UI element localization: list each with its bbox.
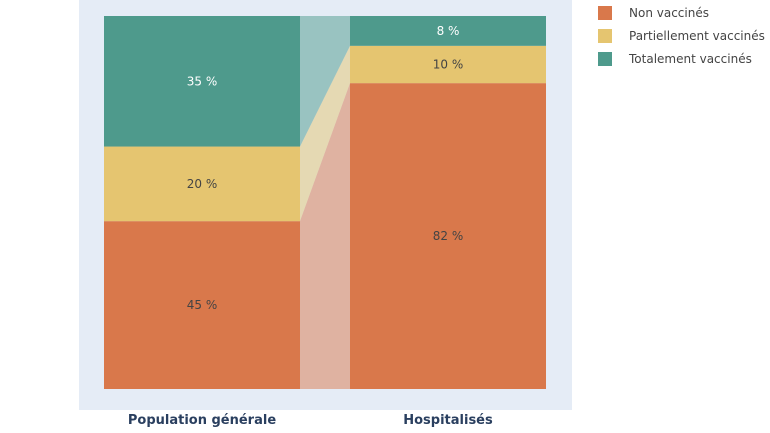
data-label-population-generale-totalement-vaccines: 35 %: [187, 74, 218, 88]
x-tick-label-population-generale: Population générale: [128, 413, 276, 428]
bar-population-generale-totalement-vaccines[interactable]: [104, 16, 300, 147]
bar-population-generale-partiellement-vaccines[interactable]: [104, 146, 300, 222]
legend-swatch-partiellement-vaccines: [598, 29, 612, 43]
segment-labels: 45 % 20 % 35 % 82 % 10 % 8 %: [187, 24, 464, 312]
legend-item-partiellement-vaccines[interactable]: Partiellement vaccinés: [598, 29, 765, 43]
connector-totalement-vaccines: [300, 16, 350, 147]
connector-bands: [300, 16, 350, 389]
data-label-population-generale-non-vaccines: 45 %: [187, 298, 218, 312]
bars: [104, 16, 546, 389]
bar-hospitalises-partiellement-vaccines[interactable]: [350, 45, 546, 84]
legend-label-totalement-vaccines: Totalement vaccinés: [628, 52, 752, 66]
bar-hospitalises-totalement-vaccines[interactable]: [350, 16, 546, 46]
data-label-hospitalises-non-vaccines: 82 %: [433, 229, 464, 243]
connector-partiellement-vaccines: [300, 45, 350, 222]
legend-label-non-vaccines: Non vaccinés: [629, 6, 709, 20]
legend-swatch-non-vaccines: [598, 6, 612, 20]
legend-item-non-vaccines[interactable]: Non vaccinés: [598, 6, 709, 20]
category-labels: Population générale Hospitalisés: [128, 413, 493, 428]
legend-item-totalement-vaccines[interactable]: Totalement vaccinés: [598, 52, 752, 66]
legend[interactable]: Non vaccinés Partiellement vaccinés Totale…: [598, 6, 765, 66]
legend-swatch-totalement-vaccines: [598, 52, 612, 66]
bar-hospitalises-non-vaccines[interactable]: [350, 83, 546, 389]
legend-label-partiellement-vaccines: Partiellement vaccinés: [629, 29, 765, 43]
data-label-hospitalises-partiellement-vaccines: 10 %: [433, 57, 464, 71]
data-label-hospitalises-totalement-vaccines: 8 %: [437, 24, 460, 38]
connector-non-vaccines: [300, 83, 350, 389]
data-label-population-generale-partiellement-vaccines: 20 %: [187, 177, 218, 191]
x-tick-label-hospitalises: Hospitalisés: [403, 413, 493, 428]
bar-population-generale-non-vaccines[interactable]: [104, 221, 300, 389]
